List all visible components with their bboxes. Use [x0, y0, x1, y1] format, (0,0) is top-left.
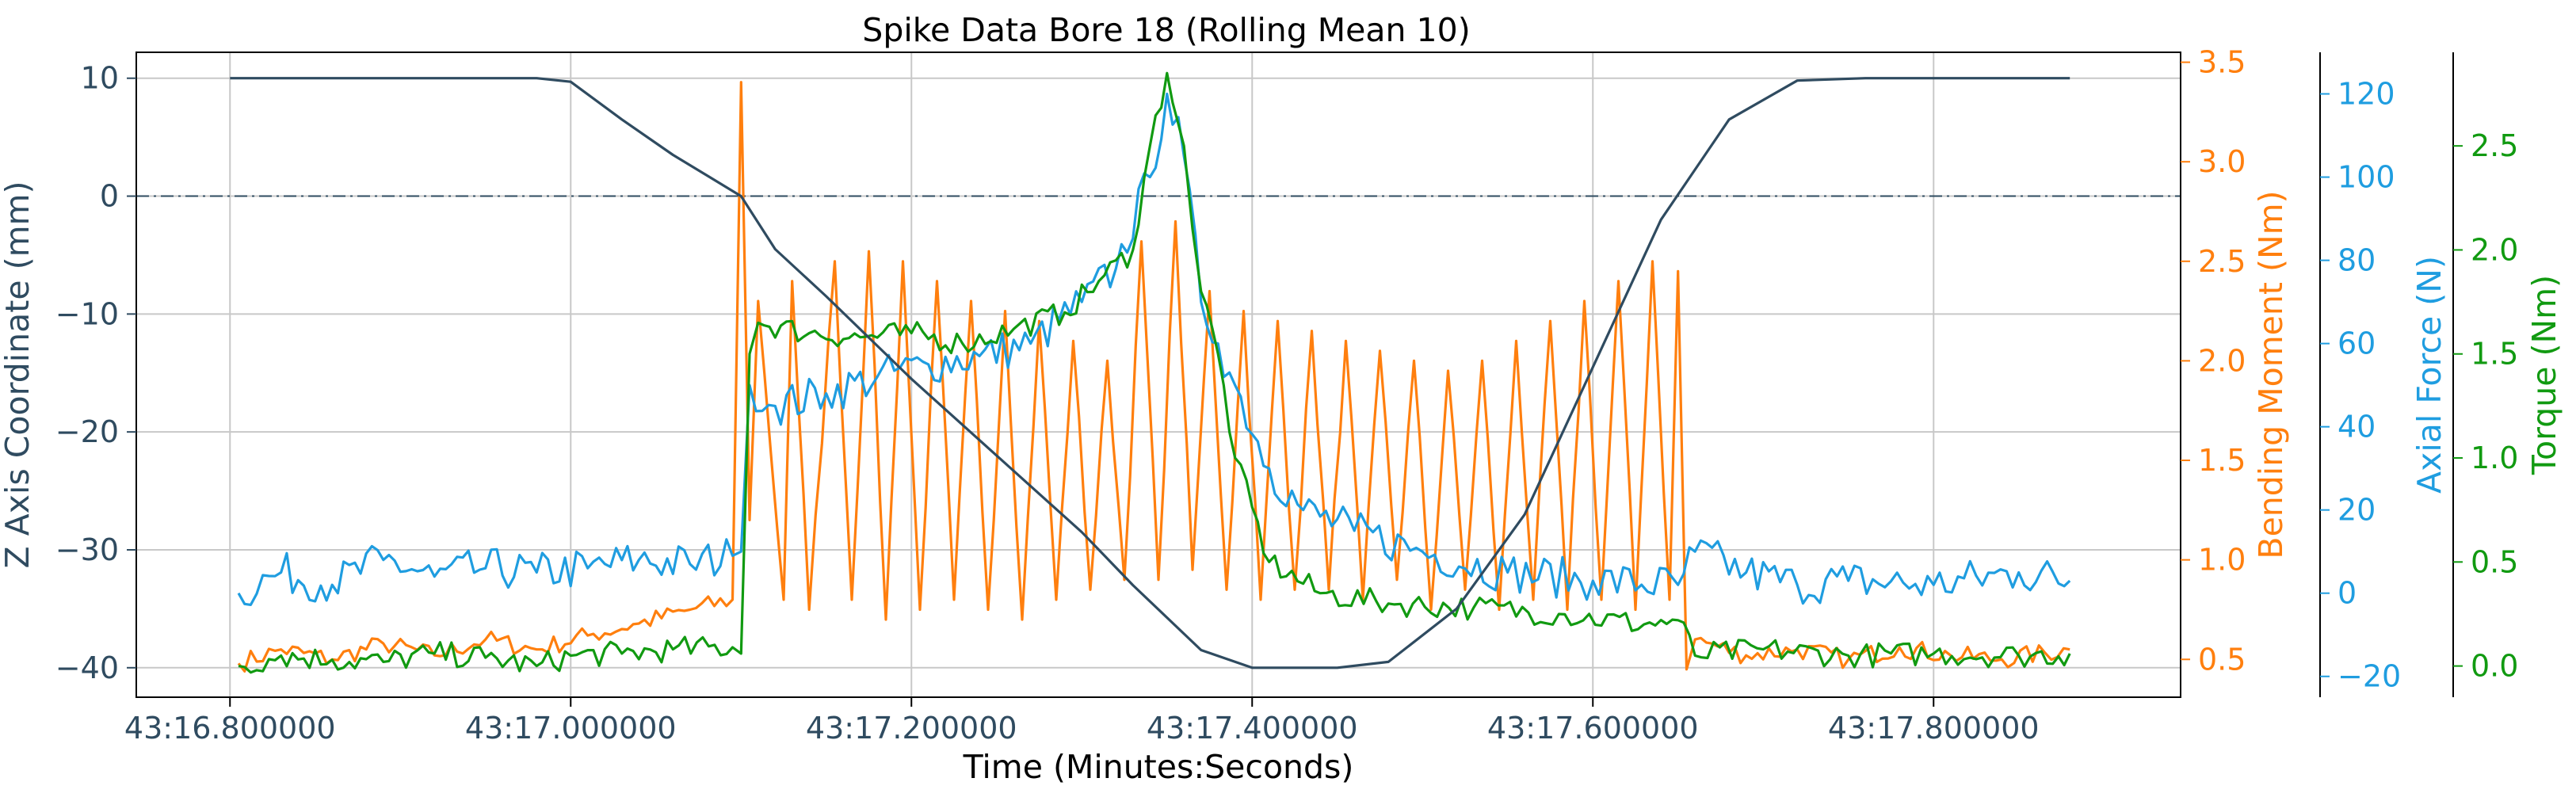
bending-tick-label-6: 3.5 [2198, 45, 2246, 80]
x-tick-label-2: 43:17.200000 [806, 711, 1017, 746]
axial-tick-label-3: 40 [2337, 410, 2376, 444]
z-axis: 10 0 −10 −20 −30 −40 [55, 61, 136, 685]
x-tick-label-5: 43:17.800000 [1828, 711, 2040, 746]
bending-moment-axis: 0.5 1.0 1.5 2.0 2.5 3.0 3.5 [2181, 45, 2246, 677]
axial-tick-label-6: 100 [2337, 160, 2395, 195]
x-tick-label-0: 43:16.800000 [124, 711, 336, 746]
bending-tick-label-4: 2.5 [2198, 244, 2246, 279]
z-tick-label-0: 10 [81, 61, 119, 96]
torque-tick-label-1: 0.5 [2471, 544, 2518, 579]
z-tick-label-2: −10 [55, 296, 119, 331]
z-series-line [230, 77, 2070, 669]
z-tick-label-5: −40 [55, 650, 119, 685]
bending-tick-label-1: 1.0 [2198, 543, 2246, 578]
axial-tick-label-7: 120 [2337, 77, 2395, 112]
torque-tick-label-3: 1.5 [2471, 337, 2518, 372]
z-tick-label-4: −30 [55, 532, 119, 567]
x-tick-label-4: 43:17.600000 [1487, 711, 1699, 746]
axial-tick-label-1: 0 [2337, 576, 2357, 611]
bending-tick-label-2: 1.5 [2198, 443, 2246, 478]
axial-tick-label-2: 20 [2337, 493, 2376, 528]
axial-series-line [237, 92, 2071, 607]
axial-tick-label-4: 60 [2337, 326, 2376, 361]
series-lines [230, 71, 2071, 674]
torque-tick-label-4: 2.0 [2471, 232, 2518, 267]
torque-tick-label-5: 2.5 [2471, 128, 2518, 163]
bending-tick-label-3: 2.0 [2198, 343, 2246, 378]
x-axis: 43:16.800000 43:17.000000 43:17.200000 43:1… [124, 697, 2040, 746]
bending-tick-label-0: 0.5 [2198, 642, 2246, 677]
axial-force-axis-label: Axial Force (N) [2410, 256, 2448, 494]
chart-title: Spike Data Bore 18 (Rolling Mean 10) [862, 11, 1470, 49]
torque-axis-label: Torque (Nm) [2525, 275, 2563, 475]
z-axis-label: Z Axis Coordinate (mm) [0, 181, 36, 569]
plot-frame [135, 51, 2181, 698]
bending-moment-axis-label: Bending Moment (Nm) [2252, 190, 2290, 559]
axial-tick-label-5: 80 [2337, 243, 2376, 278]
bending-tick-label-5: 3.0 [2198, 144, 2246, 179]
axial-force-axis: −20 0 20 40 60 80 100 120 [2319, 52, 2401, 697]
axial-tick-label-0: −20 [2337, 659, 2401, 694]
z-tick-label-1: 0 [100, 179, 119, 214]
x-tick-label-1: 43:17.000000 [465, 711, 677, 746]
z-tick-label-3: −20 [55, 414, 119, 449]
torque-tick-label-2: 1.0 [2471, 441, 2518, 475]
bending-series-line [237, 81, 2070, 673]
torque-tick-label-0: 0.0 [2471, 649, 2518, 684]
x-axis-label: Time (Minutes:Seconds) [963, 748, 1354, 786]
torque-axis: 0.0 0.5 1.0 1.5 2.0 2.5 [2452, 52, 2518, 697]
x-tick-label-3: 43:17.400000 [1147, 711, 1358, 746]
torque-series-line [238, 71, 2071, 674]
